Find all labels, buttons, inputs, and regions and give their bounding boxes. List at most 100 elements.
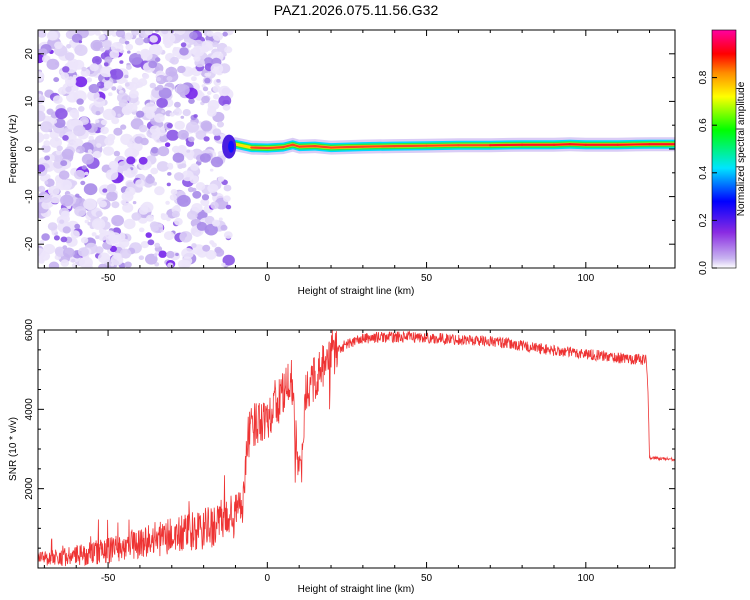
noise-blob <box>108 92 113 97</box>
noise-blob <box>187 44 192 48</box>
noise-blob <box>154 186 165 196</box>
noise-blob <box>172 152 185 163</box>
noise-blob <box>201 95 210 104</box>
y-tick-label: 4000 <box>24 398 35 421</box>
x-tick-label: 0 <box>265 273 271 284</box>
noise-blob <box>201 40 214 51</box>
noise-blob <box>127 50 131 54</box>
noise-blob <box>196 221 208 231</box>
noise-blob <box>136 50 141 55</box>
noise-blob <box>85 77 93 83</box>
noise-blob <box>58 170 70 180</box>
colorbar-tick-label: 0.2 <box>698 213 709 227</box>
noise-blob <box>156 97 168 108</box>
noise-blob <box>158 250 167 258</box>
noise-blob <box>64 52 75 61</box>
noise-blob <box>39 174 49 182</box>
noise-blob <box>166 182 171 187</box>
noise-blob <box>117 161 130 171</box>
noise-blob <box>182 109 191 117</box>
noise-blob <box>174 172 184 181</box>
noise-blob <box>98 233 107 241</box>
noise-blob <box>222 31 228 37</box>
noise-blob <box>60 210 70 219</box>
noise-blob <box>111 86 117 91</box>
x-tick-label: 100 <box>577 273 594 284</box>
noise-blob <box>117 113 122 118</box>
noise-blob <box>170 56 179 65</box>
noise-blob <box>145 175 155 184</box>
noise-blob <box>166 122 173 129</box>
noise-blob <box>206 108 217 117</box>
noise-blob <box>74 223 81 229</box>
noise-blob <box>126 102 134 110</box>
noise-blob <box>176 84 190 96</box>
noise-blob <box>48 185 60 196</box>
noise-blob <box>212 219 220 227</box>
noise-blob <box>49 165 53 169</box>
snr-series-line <box>38 330 675 567</box>
noise-blob <box>113 150 121 157</box>
noise-blob <box>39 239 45 245</box>
y-tick-label: 0 <box>24 146 35 152</box>
spectrogram-axes: -50 0 50 100 -20 -10 0 10 20 <box>24 29 675 284</box>
noise-blob <box>126 156 136 165</box>
noise-blob <box>97 252 111 264</box>
noise-blob <box>100 66 114 78</box>
noise-blob <box>189 175 199 184</box>
noise-blob <box>44 180 49 185</box>
noise-blob <box>106 183 117 193</box>
noise-blob <box>46 30 59 41</box>
noise-blob <box>63 184 71 191</box>
noise-blob <box>104 56 113 64</box>
noise-blob <box>164 142 171 147</box>
noise-blob <box>54 155 60 160</box>
noise-blob <box>141 201 154 213</box>
noise-blob <box>186 121 199 133</box>
noise-blob <box>203 136 210 142</box>
noise-blob <box>216 79 221 83</box>
noise-blob <box>78 106 85 112</box>
noise-blob <box>95 210 103 217</box>
noise-blob <box>145 110 156 120</box>
noise-blob <box>87 221 92 226</box>
noise-blob <box>75 193 80 198</box>
noise-blob <box>100 126 109 135</box>
noise-blob <box>43 243 56 255</box>
noise-blob <box>79 256 93 268</box>
noise-blob <box>76 98 84 105</box>
noise-blob <box>80 237 89 244</box>
noise-blob <box>191 203 203 213</box>
noise-blob <box>54 118 66 128</box>
noise-blob <box>132 149 140 157</box>
noise-blob <box>204 72 209 77</box>
signal-core-segment <box>282 143 294 149</box>
noise-blob <box>104 45 110 51</box>
noise-blob <box>200 120 212 131</box>
noise-blob <box>65 86 72 93</box>
noise-blob <box>74 206 87 217</box>
noise-blob <box>166 162 174 169</box>
noise-blob <box>125 43 134 51</box>
noise-blob <box>126 181 135 189</box>
noise-blob <box>134 37 145 46</box>
x-tick-label: 50 <box>421 573 433 584</box>
signal-core <box>250 143 675 150</box>
noise-blob <box>202 86 209 92</box>
noise-blob <box>107 133 116 142</box>
noise-blob <box>186 149 191 153</box>
noise-blob <box>95 246 104 254</box>
noise-blob <box>217 150 224 156</box>
noise-blob <box>125 64 132 70</box>
noise-blob <box>39 48 48 56</box>
noise-blob <box>174 217 183 226</box>
noise-blob <box>38 164 46 172</box>
signal-track <box>222 134 675 159</box>
noise-blob <box>161 30 169 35</box>
noise-blob <box>88 135 94 141</box>
noise-blob <box>95 119 100 123</box>
noise-blob <box>156 84 164 91</box>
noise-blob <box>81 153 94 165</box>
noise-blob <box>39 251 51 261</box>
noise-blob <box>69 109 80 118</box>
